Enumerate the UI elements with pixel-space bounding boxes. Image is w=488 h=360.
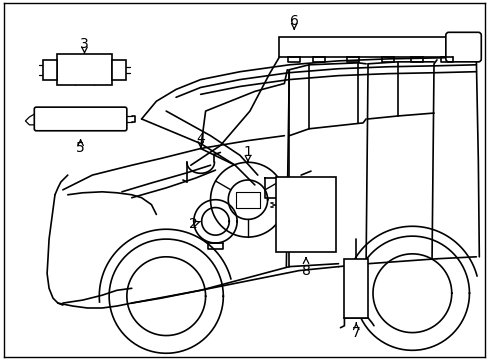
Text: 6: 6 (289, 14, 298, 27)
Bar (112, 60, 125, 80)
Text: 2: 2 (189, 217, 198, 231)
Text: 4: 4 (196, 132, 204, 146)
Text: 5: 5 (76, 141, 85, 156)
Bar (276, 177, 335, 252)
Text: 3: 3 (80, 37, 89, 51)
FancyBboxPatch shape (34, 107, 126, 131)
Bar (57, 54, 112, 85)
Text: 1: 1 (243, 145, 252, 159)
FancyBboxPatch shape (445, 32, 480, 62)
Bar (43, 60, 57, 80)
Bar (344, 259, 367, 318)
Text: 8: 8 (301, 264, 310, 278)
Text: 7: 7 (351, 325, 360, 339)
Bar (279, 37, 456, 57)
